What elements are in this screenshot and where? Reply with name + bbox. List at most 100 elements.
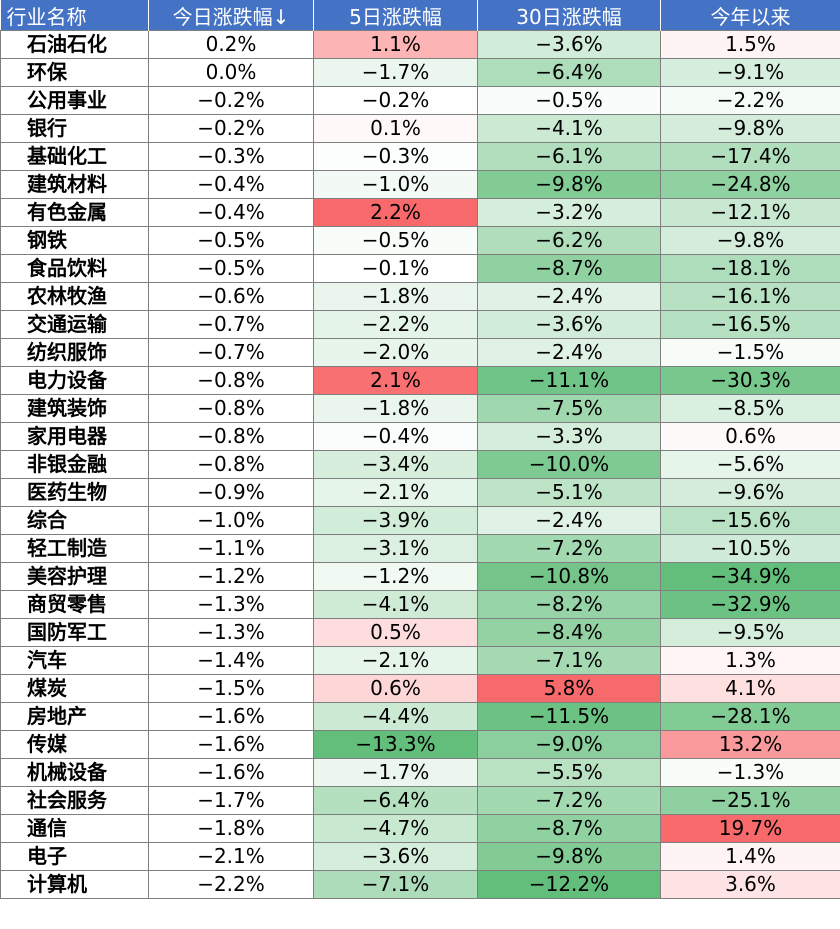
today-change-cell: −0.6% [148,282,314,311]
today-change-cell: −1.3% [148,590,314,619]
ytd-change-cell: −16.5% [660,310,840,339]
table-row: 电子 −2.1% −3.6% −9.8% 1.4% [0,842,840,871]
col-header-5day[interactable]: 5日涨跌幅 [313,0,478,31]
five-day-change-cell: −1.8% [313,394,478,423]
thirty-day-change-cell: −3.6% [477,30,661,59]
thirty-day-change-cell: −3.6% [477,310,661,339]
industry-name-cell: 电力设备 [0,366,149,395]
thirty-day-change-cell: −2.4% [477,282,661,311]
industry-name-cell: 环保 [0,58,149,87]
five-day-change-cell: −3.4% [313,450,478,479]
ytd-change-cell: −9.8% [660,226,840,255]
table-row: 基础化工 −0.3% −0.3% −6.1% −17.4% [0,142,840,171]
thirty-day-change-cell: −2.4% [477,338,661,367]
today-change-cell: −2.1% [148,842,314,871]
ytd-change-cell: −2.2% [660,86,840,115]
table-row: 计算机 −2.2% −7.1% −12.2% 3.6% [0,870,840,899]
col-header-30day[interactable]: 30日涨跌幅 [477,0,661,31]
five-day-change-cell: −7.1% [313,870,478,899]
col-header-industry: 行业名称 [0,0,149,31]
five-day-change-cell: −1.2% [313,562,478,591]
today-change-cell: −0.5% [148,254,314,283]
industry-name-cell: 公用事业 [0,86,149,115]
five-day-change-cell: −4.1% [313,590,478,619]
today-change-cell: −0.8% [148,450,314,479]
table-row: 纺织服饰 −0.7% −2.0% −2.4% −1.5% [0,338,840,367]
ytd-change-cell: 0.6% [660,422,840,451]
five-day-change-cell: −0.5% [313,226,478,255]
five-day-change-cell: −2.0% [313,338,478,367]
ytd-change-cell: −18.1% [660,254,840,283]
table-row: 石油石化 0.2% 1.1% −3.6% 1.5% [0,30,840,59]
table-row: 农林牧渔 −0.6% −1.8% −2.4% −16.1% [0,282,840,311]
industry-name-cell: 银行 [0,114,149,143]
table-row: 房地产 −1.6% −4.4% −11.5% −28.1% [0,702,840,731]
industry-name-cell: 轻工制造 [0,534,149,563]
thirty-day-change-cell: −6.4% [477,58,661,87]
industry-name-cell: 综合 [0,506,149,535]
ytd-change-cell: −12.1% [660,198,840,227]
thirty-day-change-cell: −4.1% [477,114,661,143]
thirty-day-change-cell: −8.7% [477,254,661,283]
table-row: 医药生物 −0.9% −2.1% −5.1% −9.6% [0,478,840,507]
table-row: 环保 0.0% −1.7% −6.4% −9.1% [0,58,840,87]
table-row: 电力设备 −0.8% 2.1% −11.1% −30.3% [0,366,840,395]
thirty-day-change-cell: −6.2% [477,226,661,255]
table-row: 煤炭 −1.5% 0.6% 5.8% 4.1% [0,674,840,703]
five-day-change-cell: −2.2% [313,310,478,339]
today-change-cell: 0.2% [148,30,314,59]
today-change-cell: −0.7% [148,310,314,339]
ytd-change-cell: −15.6% [660,506,840,535]
industry-name-cell: 非银金融 [0,450,149,479]
industry-name-cell: 商贸零售 [0,590,149,619]
five-day-change-cell: −3.9% [313,506,478,535]
ytd-change-cell: 1.5% [660,30,840,59]
five-day-change-cell: −1.0% [313,170,478,199]
five-day-change-cell: 1.1% [313,30,478,59]
today-change-cell: −1.1% [148,534,314,563]
thirty-day-change-cell: −7.5% [477,394,661,423]
industry-name-cell: 计算机 [0,870,149,899]
five-day-change-cell: −0.3% [313,142,478,171]
today-change-cell: −1.2% [148,562,314,591]
table-row: 公用事业 −0.2% −0.2% −0.5% −2.2% [0,86,840,115]
table-row: 非银金融 −0.8% −3.4% −10.0% −5.6% [0,450,840,479]
five-day-change-cell: −0.4% [313,422,478,451]
today-change-cell: −1.5% [148,674,314,703]
table-row: 食品饮料 −0.5% −0.1% −8.7% −18.1% [0,254,840,283]
five-day-change-cell: −0.1% [313,254,478,283]
industry-name-cell: 家用电器 [0,422,149,451]
ytd-change-cell: −17.4% [660,142,840,171]
five-day-change-cell: −1.8% [313,282,478,311]
five-day-change-cell: −0.2% [313,86,478,115]
thirty-day-change-cell: −7.2% [477,534,661,563]
thirty-day-change-cell: −9.0% [477,730,661,759]
industry-name-cell: 美容护理 [0,562,149,591]
thirty-day-change-cell: −8.4% [477,618,661,647]
ytd-change-cell: 1.3% [660,646,840,675]
table-row: 银行 −0.2% 0.1% −4.1% −9.8% [0,114,840,143]
industry-name-cell: 钢铁 [0,226,149,255]
today-change-cell: −0.8% [148,366,314,395]
five-day-change-cell: −3.6% [313,842,478,871]
ytd-change-cell: −5.6% [660,450,840,479]
today-change-cell: −0.2% [148,86,314,115]
industry-name-cell: 社会服务 [0,786,149,815]
col-header-today[interactable]: 今日涨跌幅↓ [148,0,314,31]
table-row: 轻工制造 −1.1% −3.1% −7.2% −10.5% [0,534,840,563]
thirty-day-change-cell: −5.1% [477,478,661,507]
industry-name-cell: 国防军工 [0,618,149,647]
industry-name-cell: 建筑材料 [0,170,149,199]
today-change-cell: −1.6% [148,758,314,787]
five-day-change-cell: 0.6% [313,674,478,703]
table-row: 美容护理 −1.2% −1.2% −10.8% −34.9% [0,562,840,591]
thirty-day-change-cell: −12.2% [477,870,661,899]
ytd-change-cell: 19.7% [660,814,840,843]
industry-name-cell: 食品饮料 [0,254,149,283]
col-header-ytd[interactable]: 今年以来 [660,0,840,31]
five-day-change-cell: −2.1% [313,478,478,507]
today-change-cell: −1.6% [148,702,314,731]
today-change-cell: −0.2% [148,114,314,143]
ytd-change-cell: 13.2% [660,730,840,759]
industry-change-table: 行业名称 今日涨跌幅↓ 5日涨跌幅 30日涨跌幅 今年以来 石油石化 0.2% 1.… [0,0,840,899]
